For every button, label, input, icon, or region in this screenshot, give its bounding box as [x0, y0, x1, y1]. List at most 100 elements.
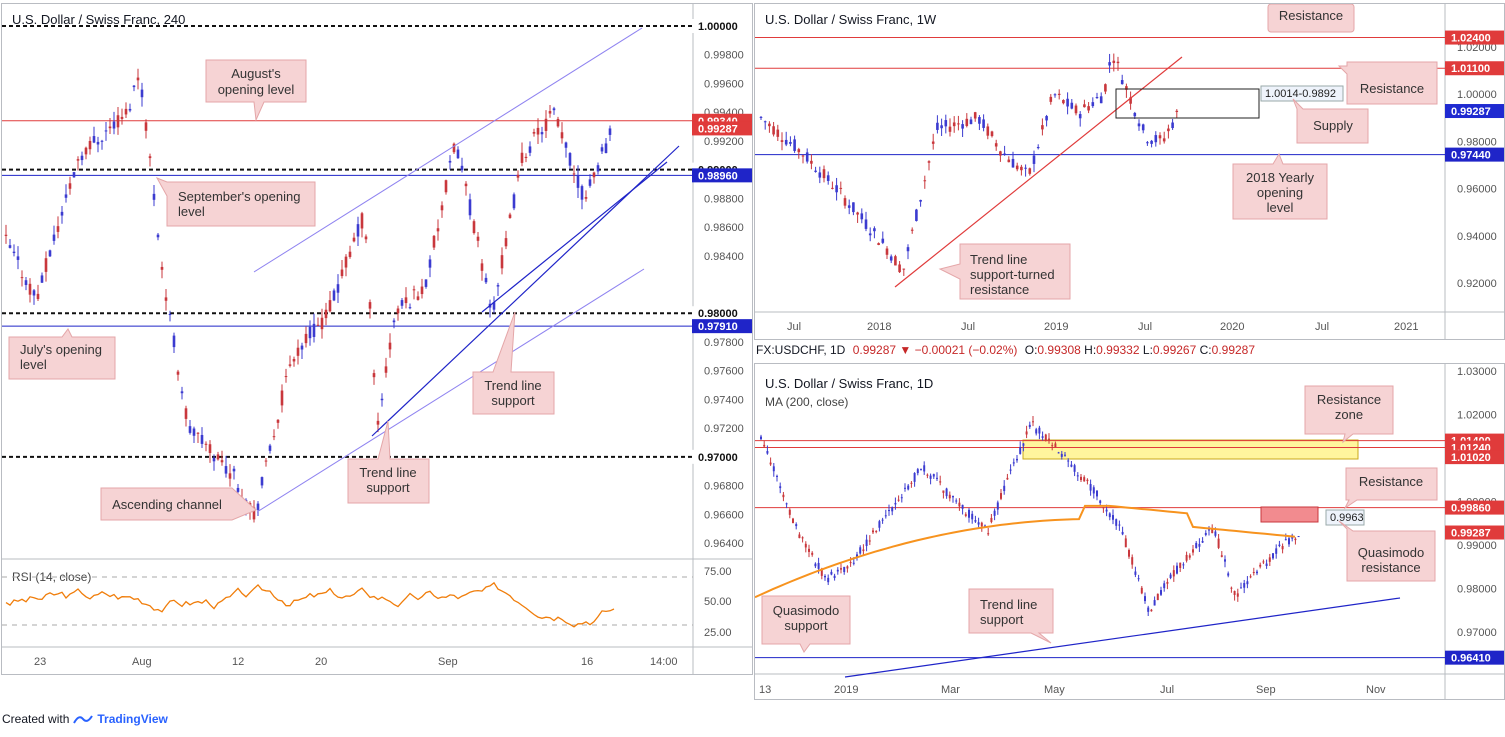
d1-candle-body	[1048, 438, 1050, 440]
d1-price: 0.99287	[852, 343, 897, 357]
h4-level-box	[692, 319, 752, 334]
d1-candle-body	[1246, 581, 1249, 585]
h4-level-box	[692, 121, 752, 136]
h4-candle-body	[160, 266, 164, 270]
w1-candle-body	[1141, 124, 1145, 131]
d1-chart-panel[interactable]: U.S. Dollar / Swiss Franc, 1D MA (200, c…	[754, 363, 1505, 700]
d1-candle-body	[1198, 543, 1201, 547]
w1-candle-body	[847, 205, 851, 208]
d1-candle-body	[776, 475, 778, 477]
d1-candle-body	[1035, 429, 1038, 434]
h4-candle-body	[128, 108, 132, 111]
h4-candle-body	[220, 460, 224, 463]
svg-text:support-turned: support-turned	[970, 267, 1055, 282]
d1-candle-body	[1275, 548, 1278, 554]
h4-level-label: 0.97910	[698, 321, 738, 333]
d1-candle-body	[1259, 564, 1262, 567]
d1-candle-body	[772, 466, 775, 472]
h4-candle-body	[332, 290, 336, 301]
w1-price-tick: 0.92000	[1457, 278, 1497, 290]
h4-candle-body	[412, 289, 416, 291]
d1-price-tick: 0.98000	[1457, 584, 1497, 596]
d1-candle-body	[913, 472, 916, 482]
channel-lower-line	[256, 268, 645, 513]
d1-candle-body	[1022, 443, 1025, 446]
h4-candle-body	[588, 179, 592, 186]
w1-chart-panel[interactable]: U.S. Dollar / Swiss Franc, 1W 1.02000 1.0…	[754, 3, 1505, 340]
rsi-line	[5, 581, 615, 628]
svg-text:Jul: Jul	[787, 321, 801, 333]
h4-candle-body	[132, 85, 136, 88]
svg-text:Ascending channel: Ascending channel	[112, 497, 222, 512]
annotation-july-opening: July's opening level	[8, 328, 116, 380]
w1-candle-body	[957, 123, 960, 125]
w1-candle-body	[805, 152, 809, 162]
footer-brand[interactable]: TradingView	[97, 712, 168, 726]
d1-candle-body	[1208, 529, 1210, 531]
d1-price-tick: 0.97000	[1457, 627, 1497, 639]
h4-price-tick: 0.96600	[704, 509, 744, 521]
d1-candle-body	[1192, 549, 1194, 553]
h4-candle-body	[500, 255, 504, 269]
d1-candle-body	[875, 531, 878, 533]
svg-text:2020: 2020	[1220, 321, 1244, 333]
h4-price-axis: 0.998000.996000.994000.992000.988000.986…	[704, 50, 744, 550]
annotation-trendline-support-left: Trend line support	[347, 420, 430, 504]
h4-candle-body	[156, 234, 160, 238]
d1-c-label: C:	[1199, 343, 1212, 357]
h4-candle-body	[200, 434, 204, 444]
w1-candle-body	[931, 141, 935, 144]
d1-candle-body	[1268, 557, 1271, 562]
d1-candle-body	[961, 504, 964, 509]
h4-candle-body	[40, 275, 44, 283]
svg-text:Supply: Supply	[1313, 118, 1353, 133]
h4-title: U.S. Dollar / Swiss Franc, 240	[12, 12, 185, 27]
w1-candle-body	[1028, 168, 1032, 174]
w1-candle-body	[1007, 159, 1011, 163]
w1-candle-body	[780, 140, 784, 142]
d1-candle-body	[1227, 573, 1230, 576]
svg-text:Jul: Jul	[961, 321, 975, 333]
d1-candle-body	[1201, 541, 1204, 543]
w1-candle-body	[1036, 147, 1040, 149]
w1-candle-body	[1091, 102, 1095, 107]
svg-text:Quasimodo: Quasimodo	[773, 603, 839, 618]
h4-candle-body	[584, 197, 588, 199]
w1-candle-body	[814, 170, 817, 172]
h4-candles	[4, 68, 612, 523]
h4-candle-body	[524, 156, 528, 159]
d1-candle-body	[1163, 583, 1166, 589]
w1-chart: U.S. Dollar / Swiss Franc, 1W 1.020001.0…	[755, 4, 1504, 339]
h4-candle-body	[280, 390, 284, 406]
svg-text:Mar: Mar	[941, 684, 960, 696]
h4-candle-body	[456, 149, 460, 159]
d1-candle-body	[1134, 571, 1137, 575]
d1-annotation-quasimodo-resistance: Quasimodo resistance	[1338, 520, 1436, 582]
h4-chart-panel[interactable]: U.S. Dollar / Swiss Franc, 240 0.99800 0.…	[1, 3, 753, 675]
h4-time-axis: 23 Aug 12 20 Sep 16 14:00	[34, 656, 678, 668]
w1-candle-body	[1133, 112, 1137, 117]
w1-candle-body	[1175, 110, 1179, 113]
w1-candle-body	[1116, 61, 1120, 64]
svg-text:support: support	[366, 480, 410, 495]
h4-price-tick: 0.97200	[704, 423, 744, 435]
d1-candle-body	[1172, 570, 1175, 577]
svg-text:Sep: Sep	[1256, 684, 1276, 696]
w1-candle-body	[1146, 142, 1149, 144]
h4-candle-body	[424, 279, 428, 287]
h4-candle-body	[560, 132, 564, 139]
w1-level-box	[1445, 30, 1504, 45]
d1-candle-body	[936, 477, 938, 479]
d1-candle-body	[814, 563, 817, 567]
svg-text:Jul: Jul	[1160, 684, 1174, 696]
h4-candle-body	[88, 140, 92, 150]
d1-candle-body	[884, 515, 887, 517]
h4-candle-body	[296, 347, 300, 356]
d1-candle-body	[1256, 571, 1258, 574]
d1-candle-body	[1016, 458, 1018, 461]
d1-candle-body	[1169, 574, 1172, 579]
h4-candle-body	[432, 235, 436, 248]
d1-candle-body	[971, 513, 974, 520]
d1-low: 0.99267	[1152, 343, 1197, 357]
h4-candle-body	[172, 335, 176, 348]
